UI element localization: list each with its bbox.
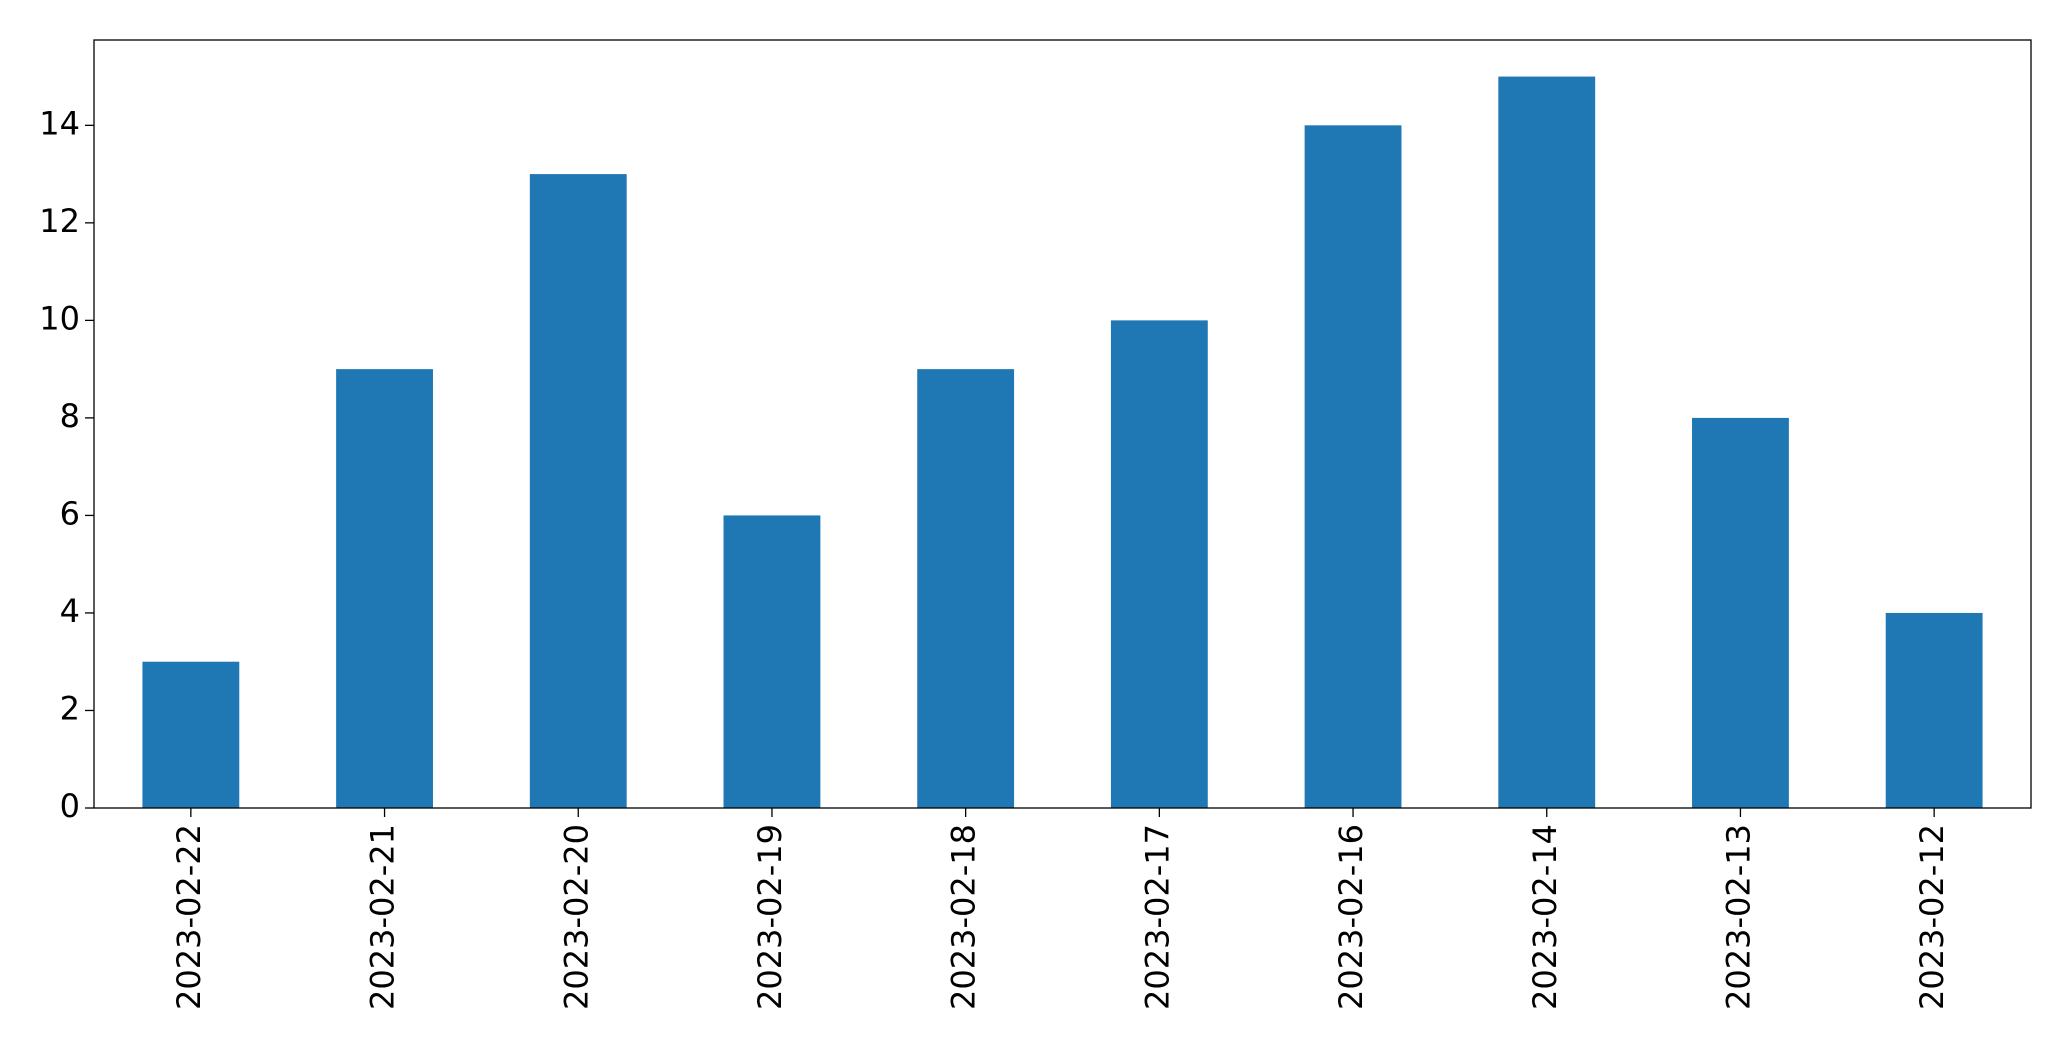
y-tick-label: 8 xyxy=(60,397,80,435)
x-tick-label: 2023-02-12 xyxy=(1913,824,1951,1010)
y-tick-label: 6 xyxy=(60,494,80,532)
x-tick-label: 2023-02-22 xyxy=(170,824,208,1010)
x-tick-label: 2023-02-18 xyxy=(945,824,983,1010)
x-tick-label: 2023-02-13 xyxy=(1719,824,1757,1010)
x-tick-label: 2023-02-21 xyxy=(364,824,402,1010)
x-tick-label: 2023-02-19 xyxy=(751,824,789,1010)
bar xyxy=(917,369,1015,808)
y-tick-label: 4 xyxy=(60,592,80,630)
x-tick-label: 2023-02-17 xyxy=(1138,824,1176,1010)
bar xyxy=(529,174,627,809)
x-tick-label: 2023-02-16 xyxy=(1332,824,1370,1010)
bar xyxy=(142,661,240,808)
bar xyxy=(1110,320,1208,808)
y-tick-label: 10 xyxy=(39,299,80,337)
y-tick-label: 0 xyxy=(60,787,80,825)
y-tick-label: 14 xyxy=(39,104,80,142)
bar xyxy=(1885,612,1983,808)
y-tick-label: 2 xyxy=(60,689,80,727)
bar xyxy=(1304,125,1402,809)
bar xyxy=(723,515,821,808)
bar xyxy=(1498,76,1596,809)
bar xyxy=(336,369,433,808)
bar xyxy=(1692,417,1789,808)
x-tick-label: 2023-02-14 xyxy=(1526,824,1564,1010)
plot-frame xyxy=(93,39,2032,809)
x-tick-label: 2023-02-20 xyxy=(557,824,595,1010)
y-tick-label: 12 xyxy=(39,202,80,240)
